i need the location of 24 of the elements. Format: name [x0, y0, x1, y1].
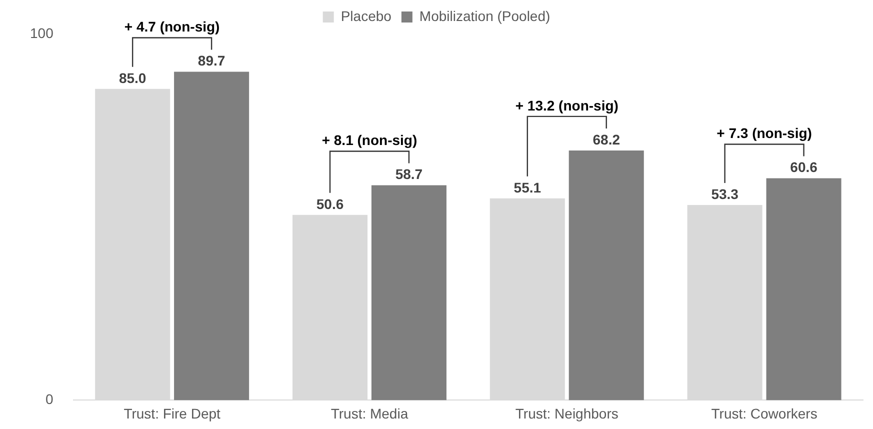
annotation: + 7.3 (non-sig) — [716, 125, 812, 142]
data-label: 53.3 — [711, 186, 739, 202]
data-label: 50.6 — [316, 196, 344, 212]
x-tick-label: Trust: Neighbors — [515, 405, 618, 422]
annotation: + 13.2 (non-sig) — [515, 97, 618, 114]
bar — [568, 150, 644, 400]
data-label: 85.0 — [118, 70, 146, 86]
legend-label: Mobilization (Pooled) — [419, 8, 550, 24]
data-label: 89.7 — [198, 52, 226, 69]
bar — [174, 72, 250, 400]
bar — [371, 185, 446, 400]
data-label: 55.1 — [514, 179, 542, 196]
data-label: 60.6 — [790, 159, 818, 176]
annotation: + 8.1 (non-sig) — [322, 132, 418, 148]
bar — [766, 178, 842, 400]
legend-label: Placebo — [340, 8, 392, 24]
y-tick-label: 100 — [30, 24, 54, 41]
x-tick-label: Trust: Fire Dept — [124, 405, 221, 422]
data-label: 68.2 — [592, 131, 620, 148]
annotation: + 4.7 (non-sig) — [124, 18, 220, 35]
x-tick-label: Trust: Media — [330, 405, 408, 422]
y-tick-label: 0 — [46, 391, 54, 408]
x-tick-label: Trust: Coworkers — [711, 405, 818, 422]
data-label: 58.7 — [395, 166, 423, 182]
